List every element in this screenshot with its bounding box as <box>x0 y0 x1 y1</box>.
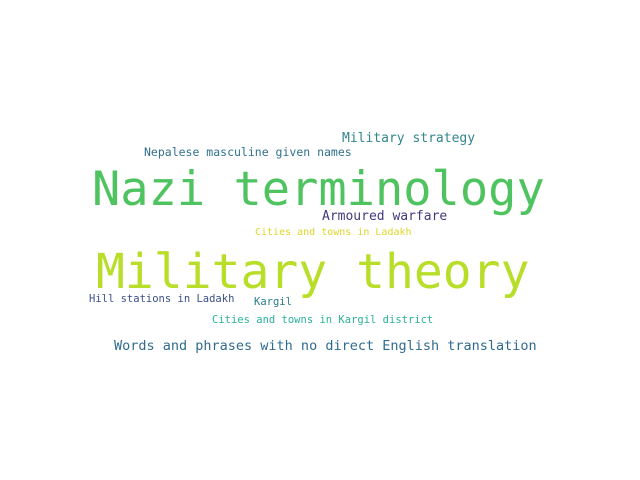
word-cities-and-towns-in-ladakh: Cities and towns in Ladakh <box>255 227 412 238</box>
word-words-and-phrases-no-direct-english-translation: Words and phrases with no direct English… <box>114 338 537 354</box>
word-cities-and-towns-in-kargil-district: Cities and towns in Kargil district <box>212 314 434 326</box>
word-kargil: Kargil <box>254 296 292 308</box>
word-nepalese-masculine-given-names: Nepalese masculine given names <box>144 145 352 159</box>
word-armoured-warfare: Armoured warfare <box>322 209 448 224</box>
word-military-theory: Military theory <box>96 244 530 300</box>
word-nazi-terminology: Nazi terminology <box>92 162 545 217</box>
word-military-strategy: Military strategy <box>342 131 476 146</box>
word-hill-stations-in-ladakh: Hill stations in Ladakh <box>89 293 235 305</box>
